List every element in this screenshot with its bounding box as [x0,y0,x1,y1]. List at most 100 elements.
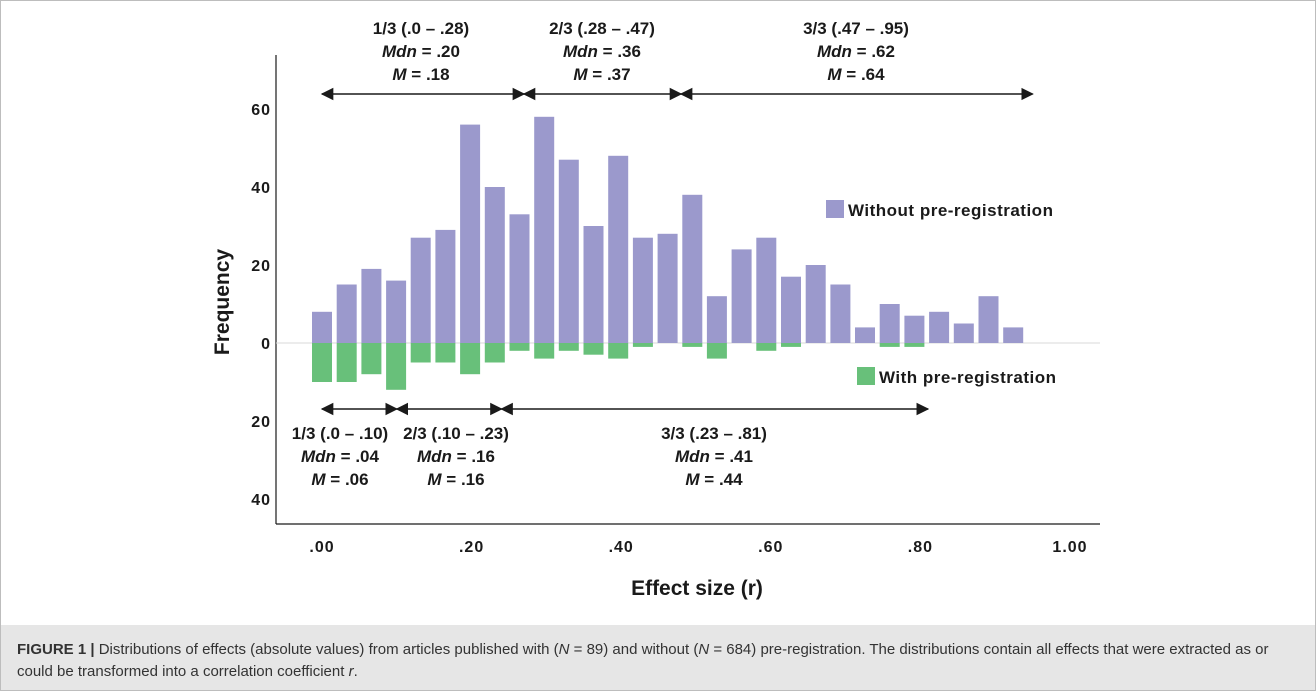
range-label: 1/3 (.0 – .28) [373,19,469,38]
bar-without-prereg [336,284,357,343]
bar-with-prereg [435,343,456,363]
bar-without-prereg [312,311,332,343]
y-tick-label: 40 [251,180,271,197]
y-axis-title: Frequency [211,249,234,356]
bar-without-prereg [805,265,826,343]
bar-without-prereg [731,249,752,343]
bar-with-prereg [682,343,703,347]
median-symbol: Mdn [382,42,417,61]
bar-without-prereg [830,284,851,343]
bar-with-prereg [632,343,653,347]
range-label: 2/3 (.28 – .47) [549,19,655,38]
range-median: Mdn = .20 [382,42,460,61]
bar-with-prereg [756,343,777,351]
bar-without-prereg [953,323,974,343]
bar-without-prereg [682,194,703,343]
bar-without-prereg [1003,327,1024,343]
caption-text-3: = 684) pre-registration. The distributio… [17,641,1269,680]
bar-without-prereg [435,229,456,343]
legend-label: With pre-registration [879,368,1057,387]
bar-with-prereg [509,343,530,351]
bar-with-prereg [410,343,431,363]
legend-swatch [826,200,844,218]
bar-without-prereg [929,311,950,343]
bars [312,116,1024,390]
x-tick-label: .00 [309,539,334,556]
median-symbol: Mdn [563,42,598,61]
y-tick-label: 20 [251,258,271,275]
median-symbol: Mdn [301,447,336,466]
bar-with-prereg [558,343,579,351]
median-value: = .41 [710,447,753,466]
x-tick-label: .60 [758,539,783,556]
x-tick-label: 1.00 [1052,539,1087,556]
mean-symbol: M [427,470,442,489]
bar-with-prereg [386,343,407,390]
bar-with-prereg [583,343,604,355]
bar-without-prereg [978,296,999,343]
mean-symbol: M [392,65,407,84]
bar-with-prereg [904,343,925,347]
caption-figure-label: FIGURE 1 | [17,641,95,658]
y-tick-label: 40 [251,492,271,509]
mean-value: = .64 [842,65,886,84]
figure-caption: FIGURE 1 | Distributions of effects (abs… [17,639,1302,683]
bar-without-prereg [534,116,555,343]
median-symbol: Mdn [817,42,852,61]
x-tick-label: .80 [908,539,933,556]
range-median: Mdn = .41 [675,447,753,466]
bar-with-prereg [361,343,382,375]
bar-without-prereg [509,214,530,343]
x-tick-label: .20 [459,539,484,556]
range-label: 3/3 (.47 – .95) [803,19,909,38]
range-median: Mdn = .62 [817,42,895,61]
median-value: = .20 [417,42,460,61]
median-value: = .62 [852,42,895,61]
effect-size-histogram: .00 .20 .40 .60 .80 1.00 60 40 20 0 20 40 Without p… [211,19,1100,600]
bar-with-prereg [460,343,481,375]
range-label: 3/3 (.23 – .81) [661,424,767,443]
bar-with-prereg [608,343,629,359]
range-mean: M = .16 [427,470,484,489]
range-median: Mdn = .04 [301,447,379,466]
y-tick-label: 60 [251,102,271,119]
bar-without-prereg [361,268,382,343]
bar-without-prereg [583,226,604,343]
bar-with-prereg [781,343,801,347]
median-value: = .36 [598,42,641,61]
caption-r: r [348,663,354,680]
median-value: = .16 [452,447,495,466]
y-tick-label: 0 [261,336,271,353]
mean-symbol: M [573,65,588,84]
caption-band [1,625,1315,690]
range-median: Mdn = .16 [417,447,495,466]
bar-without-prereg [879,304,900,343]
bar-with-prereg [879,343,900,347]
bar-without-prereg [756,237,777,343]
bar-without-prereg [706,296,727,343]
mean-value: = .18 [407,65,450,84]
caption-n-without: N [698,641,710,658]
bar-without-prereg [484,187,505,343]
bar-without-prereg [386,280,407,343]
range-label: 1/3 (.0 – .10) [292,424,388,443]
bar-without-prereg [410,237,431,343]
bar-with-prereg [484,343,505,363]
mean-symbol: M [685,470,700,489]
range-mean: M = .64 [827,65,885,84]
caption-text-4: . [353,663,358,680]
caption-text-2: = 89) and without ( [569,641,699,658]
mean-value: = .06 [326,470,369,489]
tick-labels: .00 .20 .40 .60 .80 1.00 60 40 20 0 20 40 [251,102,1087,556]
y-tick-label: 20 [251,414,271,431]
range-annotations: 1/3 (.0 – .28) Mdn = .20 M = .18 2/3 (.28 –… [292,19,1034,489]
legend: Without pre-registration With pre-registr… [826,200,1057,387]
range-mean: M = .06 [311,470,368,489]
bar-without-prereg [855,327,875,343]
bar-without-prereg [781,276,801,343]
median-symbol: Mdn [417,447,452,466]
bar-without-prereg [558,159,579,343]
bar-with-prereg [534,343,555,359]
mean-value: = .44 [700,470,744,489]
bar-with-prereg [312,343,332,382]
